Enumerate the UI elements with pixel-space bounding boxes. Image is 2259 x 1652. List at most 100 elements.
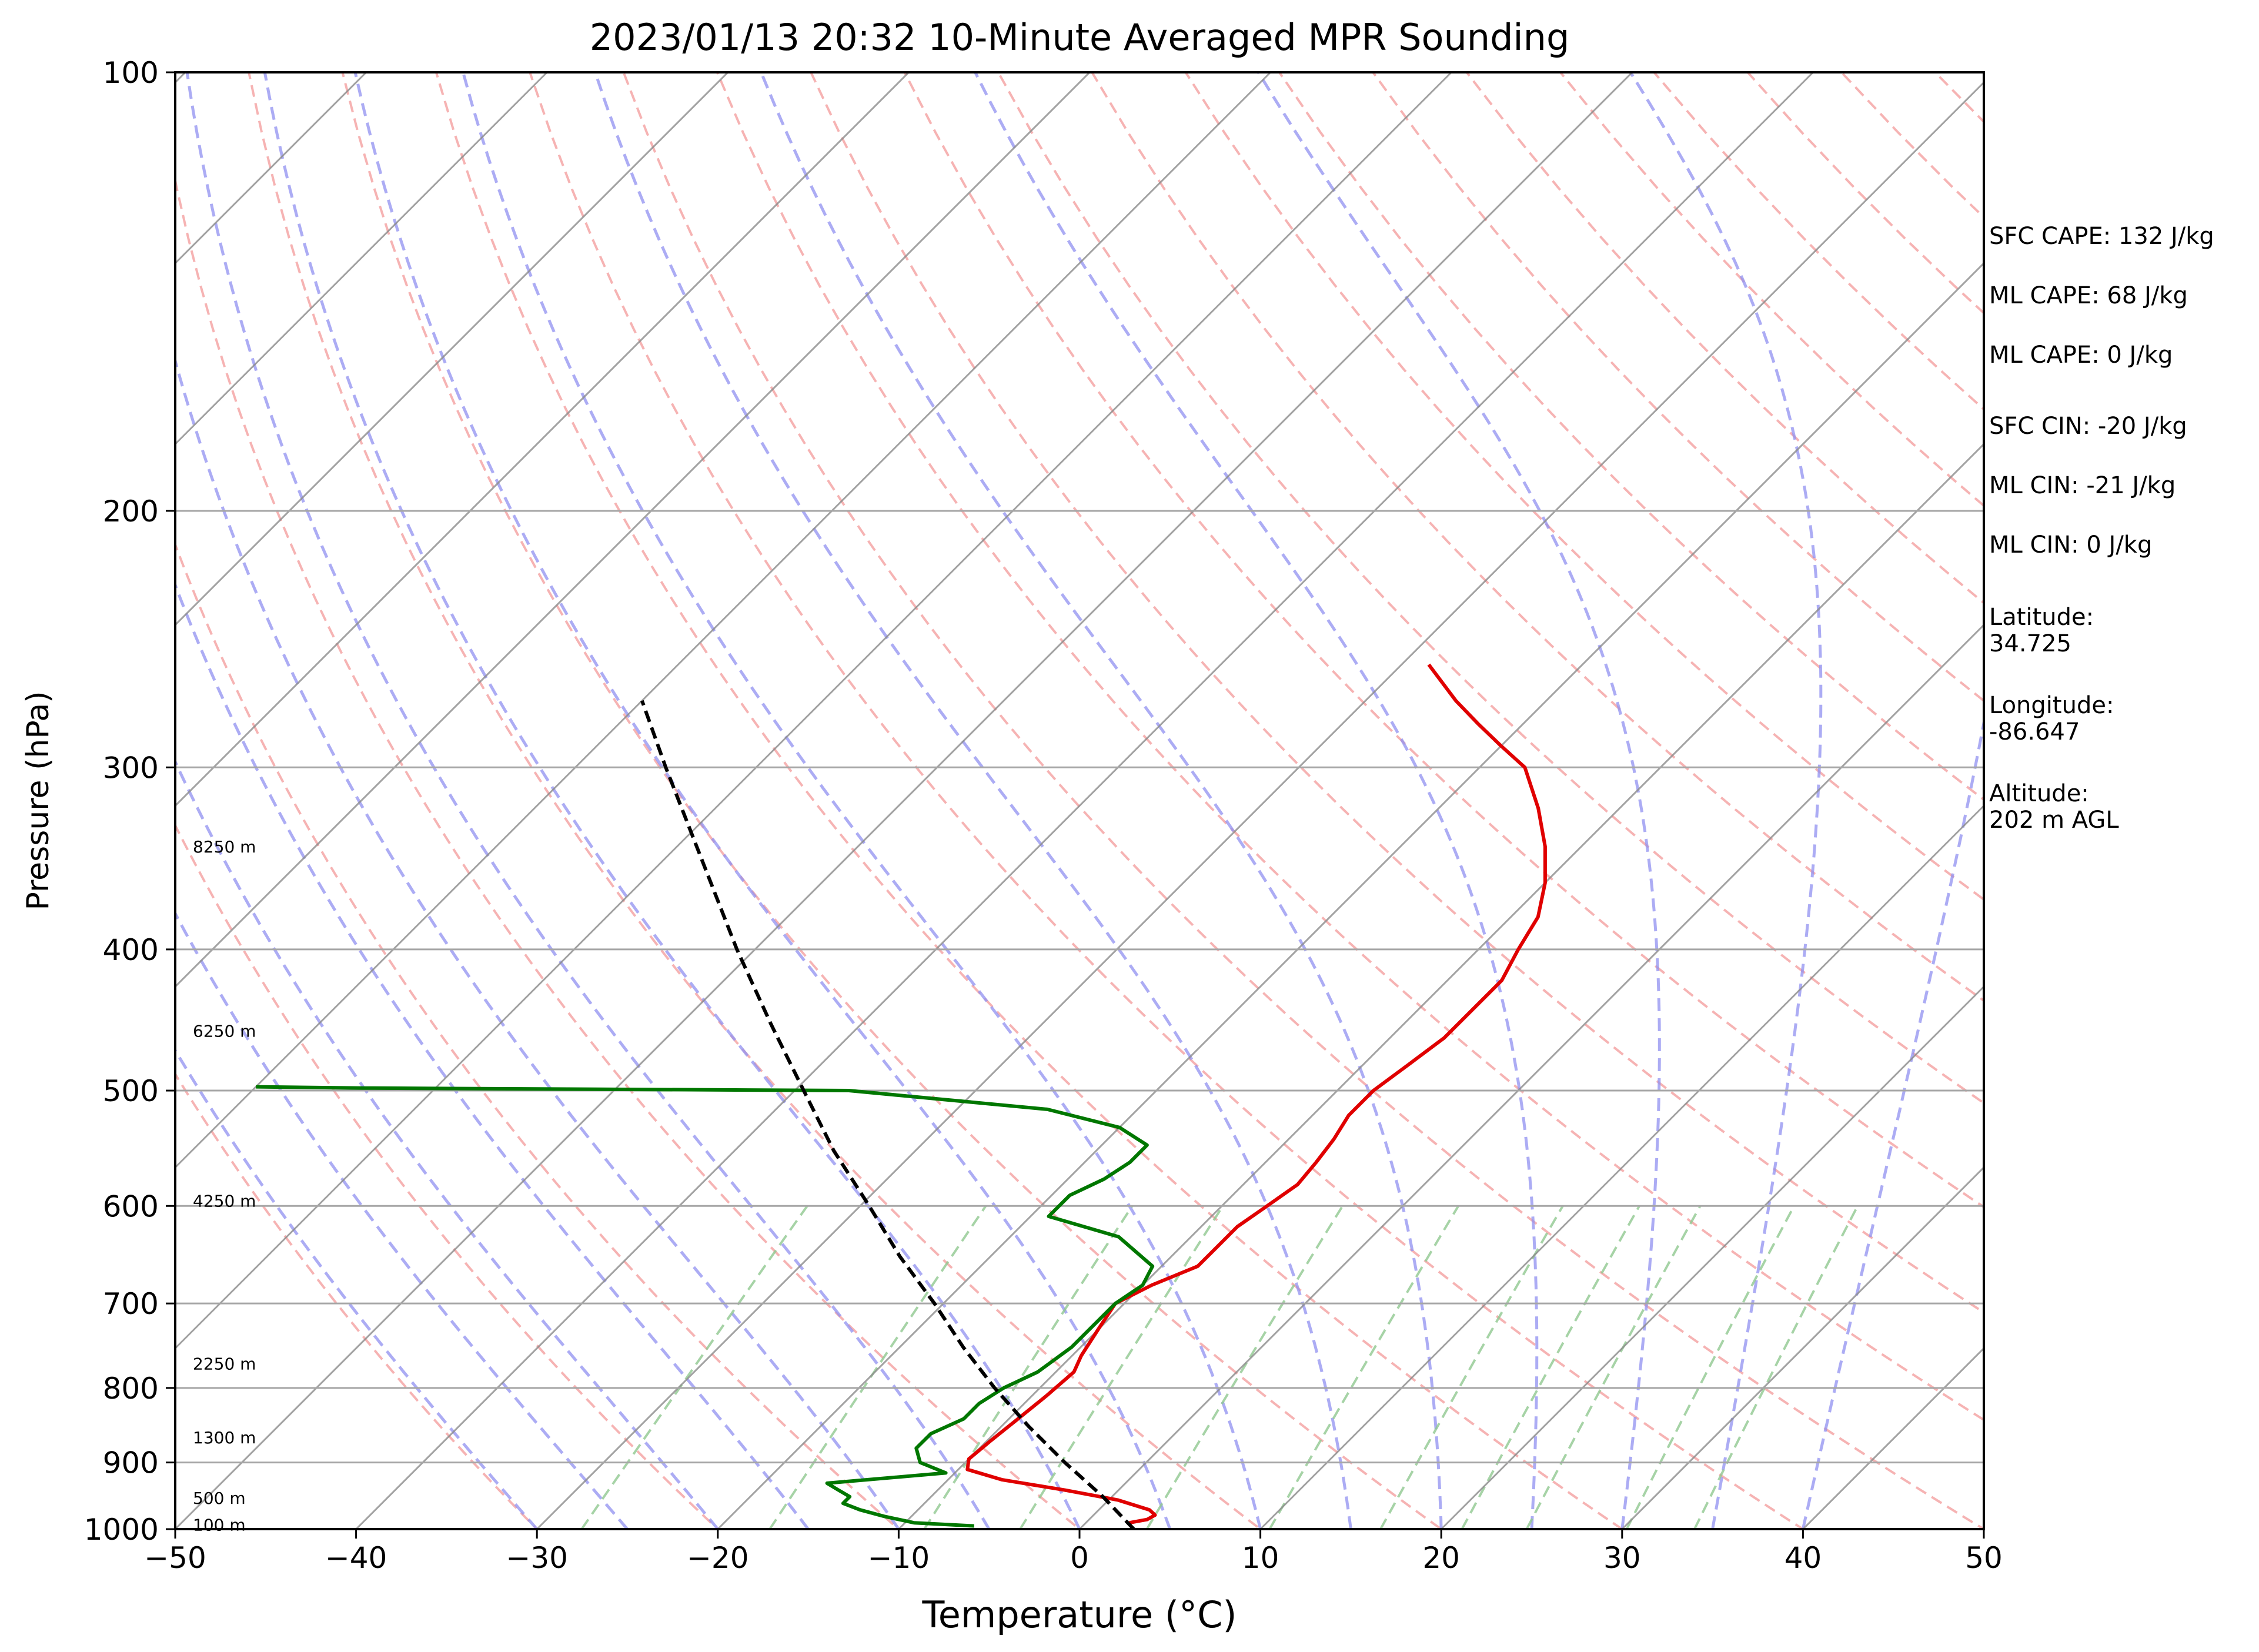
isotherm [175,72,548,446]
mixing-ratio-line [1268,1205,1460,1529]
plot-frame [174,71,1985,1530]
x-tick-label: −40 [325,1541,387,1575]
moist-adiabat [593,72,1352,1529]
mixing-ratio-line [1019,1205,1224,1529]
moist-adiabat [175,910,629,1529]
dry-adiabat [997,72,1984,1105]
dry-adiabat [341,72,1443,1529]
height-label: 2250 m [193,1355,256,1374]
isotherm [1621,1166,1984,1529]
moist-adiabat [185,72,991,1529]
dry-adiabat [622,72,1984,1529]
background-guides [0,72,1984,1529]
mixing-ratio-line [1693,1205,1859,1529]
x-axis-ticks: −50 −40 −30 −20 −10 0 10 20 30 40 50 [144,1529,2003,1575]
moist-adiabat [760,72,1443,1529]
height-label: 8250 m [193,837,256,857]
ml-cin-stat-2: ML CIN: 0 J/kg [1989,531,2153,559]
y-tick-label: 200 [103,494,159,529]
dry-adiabat [175,1072,539,1529]
x-tick-label: −20 [687,1541,749,1575]
mixing-ratio-line [1461,1205,1640,1529]
dry-adiabat [175,541,901,1529]
height-label: 4250 m [193,1191,256,1210]
ml-cape-stat: ML CAPE: 68 J/kg [1989,282,2188,309]
series-line-1 [965,663,1547,1525]
isotherm [0,72,5,1529]
sounding-profiles [256,663,1547,1529]
longitude-label: Longitude: [1989,692,2114,719]
isotherm [175,72,1271,1169]
latitude-label: Latitude: [1989,604,2094,631]
dry-adiabat [903,72,1984,1209]
x-tick-label: −50 [144,1541,206,1575]
moist-adiabat [1629,72,1823,1529]
height-labels: 100 m 500 m 1300 m 2250 m 4250 m 6250 m 8250 m [193,837,256,1534]
x-tick-label: 20 [1422,1541,1460,1575]
latitude-value: 34.725 [1989,630,2071,657]
height-label: 500 m [193,1489,246,1508]
isotherm [1078,623,1984,1529]
dry-adiabat [248,72,1262,1529]
dry-adiabat [175,822,720,1529]
height-label: 100 m [193,1515,246,1534]
x-tick-label: 10 [1242,1541,1279,1575]
sfc-cape-stat: SFC CAPE: 132 J/kg [1989,223,2214,250]
isotherm [1441,985,1984,1529]
y-tick-label: 1000 [84,1513,159,1547]
isotherm [717,262,1984,1529]
height-label: 1300 m [193,1428,256,1447]
moist-adiabat [263,72,1081,1529]
series-line-3 [640,700,1135,1529]
y-tick-label: 800 [103,1372,159,1406]
moist-adiabat [175,758,719,1529]
isotherm [175,72,910,807]
moist-adiabat [974,72,1539,1529]
y-tick-label: 300 [103,751,159,785]
mixing-ratio-line [580,1205,808,1529]
dry-adiabat [1372,72,1984,703]
isotherm [536,81,1984,1529]
y-tick-label: 600 [103,1189,159,1223]
x-tick-label: 0 [1070,1541,1089,1575]
isobar-grid [175,72,1984,1529]
series-line-2 [256,1085,1155,1528]
mixing-ratio-line [768,1205,987,1529]
dry-adiabat [1278,72,1984,801]
altitude-value: 202 m AGL [1989,807,2119,834]
x-tick-label: 40 [1785,1541,1822,1575]
y-tick-label: 900 [103,1446,159,1480]
isotherm [175,72,1633,1529]
ml-cin-stat: ML CIN: -21 J/kg [1989,472,2176,499]
mixing-ratio-line [1625,1205,1796,1529]
isotherm [175,72,1452,1350]
x-axis-label: Temperature (°C) [921,1593,1237,1636]
moist-adiabat [175,355,900,1529]
y-tick-label: 100 [103,56,159,90]
x-tick-label: 50 [1965,1541,2003,1575]
isotherm [175,72,729,627]
y-axis-ticks: 100 200 300 400 500 600 700 800 900 1000 [84,56,175,1547]
ml-cape-stat-2: ML CAPE: 0 J/kg [1989,342,2173,369]
mixing-ratio-line [1145,1205,1344,1529]
mixing-ratio-line [1379,1205,1564,1529]
altitude-label: Altitude: [1989,780,2089,807]
moist-adiabat [175,1047,539,1529]
dry-adiabat [529,72,1806,1529]
x-tick-label: 30 [1603,1541,1641,1575]
y-tick-label: 700 [103,1287,159,1321]
moist-adiabat [462,72,1262,1529]
longitude-value: -86.647 [1989,718,2080,745]
dry-adiabat [435,72,1625,1529]
moist-adiabat [1257,72,1661,1529]
moist-adiabat [1801,715,1984,1529]
isotherm [355,72,1814,1529]
moist-adiabat [353,72,1172,1529]
y-tick-label: 500 [103,1074,159,1108]
isotherm [1259,804,1984,1529]
height-label: 6250 m [193,1022,256,1041]
isotherm [175,72,1091,988]
chart-title: 2023/01/13 20:32 10-Minute Averaged MPR … [590,16,1570,59]
x-tick-label: −30 [506,1541,568,1575]
